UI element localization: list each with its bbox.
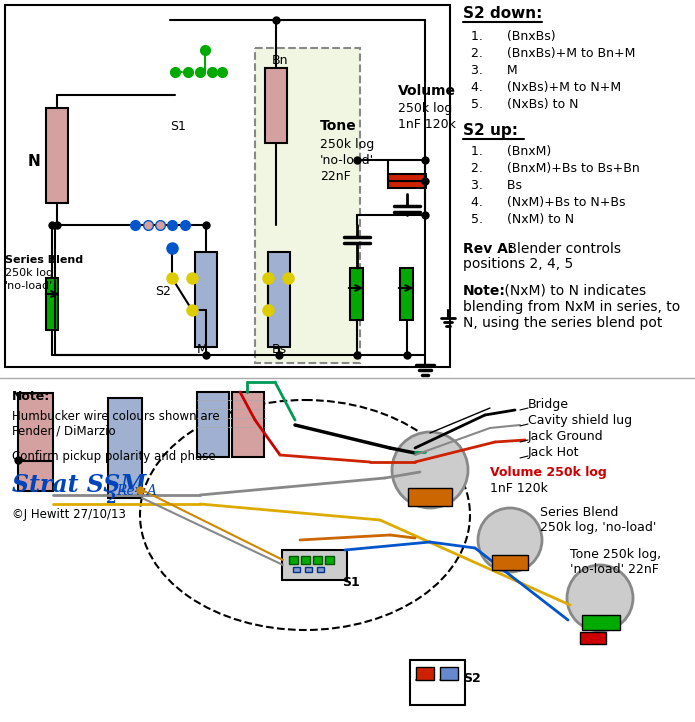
Text: Volume 250k log: Volume 250k log [490, 466, 607, 479]
Bar [282, 550, 347, 580]
Text: 250k log: 250k log [320, 138, 374, 151]
Text: S2: S2 [463, 672, 481, 685]
Text: S2 up:: S2 up: [463, 123, 518, 138]
Text: Cavity shield lug: Cavity shield lug [528, 414, 632, 427]
Text: 250k log: 250k log [398, 102, 452, 115]
Text: 1.      (BnxM): 1. (BnxM) [471, 145, 551, 158]
Text: Bn: Bn [272, 54, 288, 67]
Text: Jack Hot: Jack Hot [528, 446, 580, 459]
Bar [5, 5, 450, 367]
Text: 'no-load': 'no-load' [320, 154, 374, 167]
Text: S2: S2 [155, 285, 171, 298]
Text: Note:: Note: [463, 284, 506, 298]
Text: Note:: Note: [12, 390, 50, 403]
Text: blending from NxM in series, to: blending from NxM in series, to [463, 300, 680, 314]
Text: Rev A:: Rev A: [463, 242, 514, 256]
Text: 1.      (BnxBs): 1. (BnxBs) [471, 30, 555, 43]
Bar [582, 615, 620, 630]
Text: 3.      Bs: 3. Bs [471, 179, 522, 192]
Text: Blender controls: Blender controls [503, 242, 621, 256]
Bar [440, 667, 458, 680]
Text: ©J Hewitt 27/10/13: ©J Hewitt 27/10/13 [12, 508, 126, 521]
Text: S2 down:: S2 down: [463, 6, 542, 21]
Bar [195, 252, 217, 347]
Bar [400, 268, 413, 320]
Bar [317, 567, 324, 572]
Bar [313, 556, 322, 564]
Text: S1: S1 [170, 120, 186, 133]
Text: positions 2, 4, 5: positions 2, 4, 5 [463, 257, 573, 271]
Text: 1nF 120k: 1nF 120k [398, 118, 456, 131]
Bar [18, 461, 53, 491]
Bar [18, 393, 53, 461]
Text: 4.      (NxM)+Bs to N+Bs: 4. (NxM)+Bs to N+Bs [471, 196, 626, 209]
Bar [46, 108, 68, 203]
Text: Rev A: Rev A [116, 484, 157, 498]
Bar [305, 567, 312, 572]
Text: Series Blend: Series Blend [5, 255, 83, 265]
Bar [293, 567, 300, 572]
Text: 2: 2 [106, 492, 117, 506]
Text: Series Blend: Series Blend [540, 506, 619, 519]
Bar [232, 392, 264, 457]
Circle shape [567, 565, 633, 631]
Bar [268, 252, 290, 347]
Bar [416, 667, 434, 680]
Bar [325, 556, 334, 564]
Text: 22nF: 22nF [320, 170, 351, 183]
Text: 4.      (NxBs)+M to N+M: 4. (NxBs)+M to N+M [471, 81, 621, 94]
Bar [108, 398, 142, 498]
Bar [492, 555, 528, 570]
Circle shape [392, 432, 468, 508]
Text: Strat SSM: Strat SSM [12, 473, 147, 497]
Text: 'no-load' 22nF: 'no-load' 22nF [570, 563, 659, 576]
Text: 'no-load': 'no-load' [5, 281, 54, 291]
Text: 250k log, 'no-load': 250k log, 'no-load' [540, 521, 656, 534]
Text: Tone 250k log,: Tone 250k log, [570, 548, 661, 561]
Bar [410, 660, 465, 705]
Bar [408, 488, 452, 506]
Text: 250k log: 250k log [5, 268, 53, 278]
Text: Humbucker wire colours shown are: Humbucker wire colours shown are [12, 410, 220, 423]
Bar [289, 556, 298, 564]
Text: Confirm pickup polarity and phase: Confirm pickup polarity and phase [12, 450, 215, 463]
Text: (NxM) to N indicates: (NxM) to N indicates [500, 284, 646, 298]
Text: Jack Ground: Jack Ground [528, 430, 604, 443]
Bar [388, 174, 426, 188]
Text: S1: S1 [342, 576, 360, 589]
Text: Volume: Volume [398, 84, 456, 98]
Bar [265, 68, 287, 143]
Circle shape [478, 508, 542, 572]
Text: 1nF 120k: 1nF 120k [490, 482, 548, 495]
Text: 5.      (NxM) to N: 5. (NxM) to N [471, 213, 574, 226]
Bar [301, 556, 310, 564]
Text: N: N [28, 155, 41, 170]
Text: 5.      (NxBs) to N: 5. (NxBs) to N [471, 98, 578, 111]
Bar [350, 268, 363, 320]
Text: Fender / DiMarzio: Fender / DiMarzio [12, 424, 115, 437]
Text: Bs: Bs [272, 343, 287, 356]
Text: M: M [197, 343, 208, 356]
Text: 2.      (BnxBs)+M to Bn+M: 2. (BnxBs)+M to Bn+M [471, 47, 635, 60]
Bar [255, 48, 360, 363]
Text: 3.      M: 3. M [471, 64, 518, 77]
Bar [580, 632, 606, 644]
Text: Tone: Tone [320, 119, 357, 133]
Text: N, using the series blend pot: N, using the series blend pot [463, 316, 662, 330]
Bar [197, 392, 229, 457]
Text: 2.      (BnxM)+Bs to Bs+Bn: 2. (BnxM)+Bs to Bs+Bn [471, 162, 640, 175]
Bar [255, 48, 360, 363]
Text: Bridge: Bridge [528, 398, 569, 411]
Bar [46, 278, 58, 330]
